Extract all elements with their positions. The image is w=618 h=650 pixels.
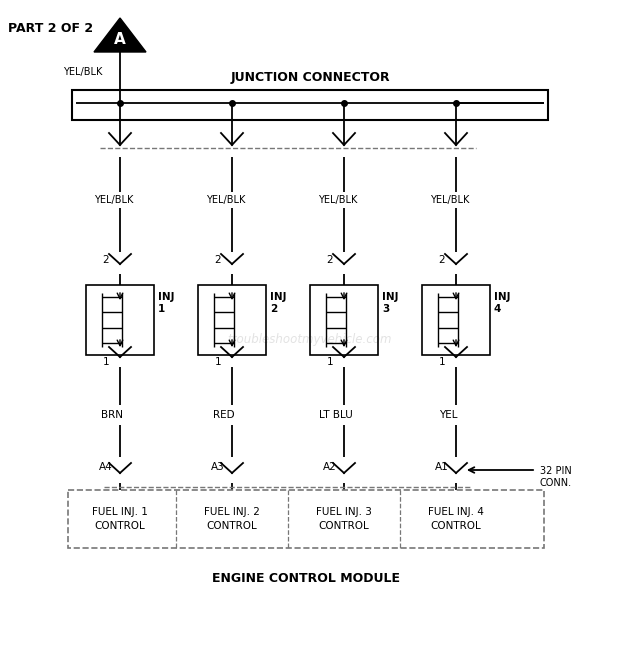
Text: PART 2 OF 2: PART 2 OF 2: [8, 22, 93, 35]
Bar: [198, 285, 266, 355]
Text: YEL/BLK: YEL/BLK: [318, 195, 358, 205]
Text: INJ: INJ: [270, 292, 287, 302]
Text: CONTROL: CONTROL: [319, 521, 370, 531]
Text: 3: 3: [382, 304, 389, 314]
Text: 2: 2: [270, 304, 277, 314]
Polygon shape: [94, 18, 146, 52]
Text: A: A: [114, 31, 126, 47]
Text: 1: 1: [327, 357, 333, 367]
Text: A4: A4: [99, 462, 113, 472]
Text: BRN: BRN: [101, 410, 123, 420]
Text: YEL/BLK: YEL/BLK: [430, 195, 470, 205]
Text: LT BLU: LT BLU: [319, 410, 353, 420]
Text: FUEL INJ. 2: FUEL INJ. 2: [204, 507, 260, 517]
Text: YEL/BLK: YEL/BLK: [206, 195, 246, 205]
Text: CONTROL: CONTROL: [206, 521, 257, 531]
Text: JUNCTION CONNECTOR: JUNCTION CONNECTOR: [230, 71, 390, 84]
Text: A3: A3: [211, 462, 225, 472]
Text: INJ: INJ: [158, 292, 174, 302]
Text: RED: RED: [213, 410, 235, 420]
Text: 2: 2: [327, 255, 333, 265]
Text: 2: 2: [439, 255, 446, 265]
Text: YEL/BLK: YEL/BLK: [62, 67, 102, 77]
Bar: [310, 285, 378, 355]
Text: 32 PIN
CONN.: 32 PIN CONN.: [540, 466, 572, 488]
Bar: [72, 90, 548, 120]
Bar: [422, 285, 490, 355]
Text: CONTROL: CONTROL: [95, 521, 145, 531]
Text: FUEL INJ. 3: FUEL INJ. 3: [316, 507, 372, 517]
Text: INJ: INJ: [494, 292, 510, 302]
Text: FUEL INJ. 1: FUEL INJ. 1: [92, 507, 148, 517]
Text: YEL: YEL: [439, 410, 457, 420]
Text: 4: 4: [494, 304, 501, 314]
Bar: [86, 285, 154, 355]
Bar: [68, 490, 544, 548]
Text: FUEL INJ. 4: FUEL INJ. 4: [428, 507, 484, 517]
Text: 2: 2: [103, 255, 109, 265]
Text: CONTROL: CONTROL: [431, 521, 481, 531]
Text: A1: A1: [435, 462, 449, 472]
Text: YEL/BLK: YEL/BLK: [95, 195, 133, 205]
Text: INJ: INJ: [382, 292, 399, 302]
Text: 1: 1: [103, 357, 109, 367]
Text: 1: 1: [158, 304, 165, 314]
Text: ENGINE CONTROL MODULE: ENGINE CONTROL MODULE: [212, 572, 400, 585]
Text: A2: A2: [323, 462, 337, 472]
Text: troubleshootmyvehicle.com: troubleshootmyvehicle.com: [227, 333, 391, 346]
Text: 1: 1: [439, 357, 446, 367]
Text: 2: 2: [214, 255, 221, 265]
Text: 1: 1: [214, 357, 221, 367]
